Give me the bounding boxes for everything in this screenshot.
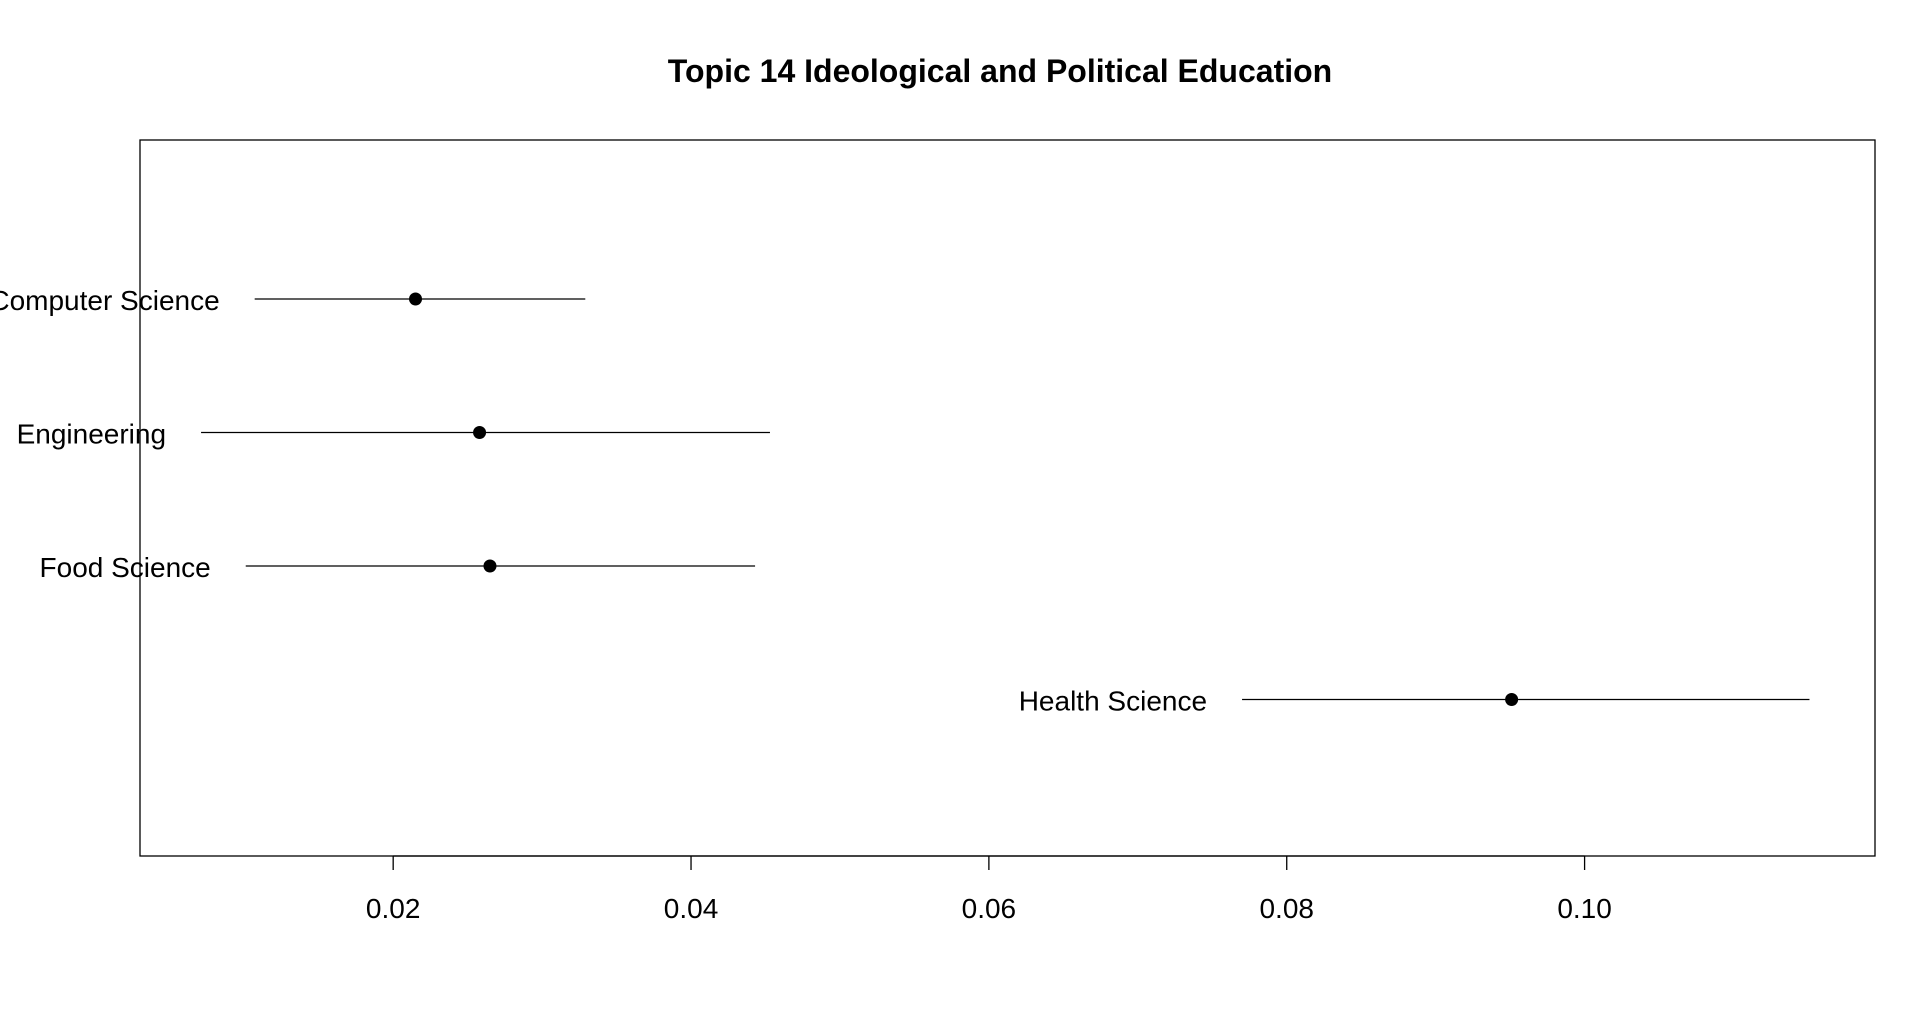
x-tick-label: 0.06: [962, 893, 1017, 924]
data-row: Engineering: [17, 419, 770, 450]
x-tick-label: 0.08: [1259, 893, 1314, 924]
x-tick-label: 0.02: [366, 893, 421, 924]
category-label: Engineering: [17, 419, 166, 450]
point-estimate-marker: [483, 559, 497, 573]
x-axis-ticks: 0.02 0.04 0.06 0.08 0.10: [366, 856, 1612, 924]
point-estimate-marker: [473, 426, 487, 439]
data-row: Food Science: [40, 552, 756, 583]
category-label: Computer Science: [0, 285, 220, 316]
x-tick-label: 0.04: [664, 893, 719, 924]
data-row: Health Science: [1019, 686, 1810, 717]
point-estimate-marker: [409, 292, 423, 306]
x-tick-label: 0.10: [1557, 893, 1612, 924]
chart-marks: Computer Science Engineering Food Science H…: [0, 285, 1810, 717]
category-label: Health Science: [1019, 686, 1207, 717]
category-label: Food Science: [40, 552, 211, 583]
data-row: Computer Science: [0, 285, 586, 316]
plot-frame: [139, 139, 1876, 857]
chart-title: Topic 14 Ideological and Political Educa…: [668, 53, 1332, 89]
point-estimate-marker: [1505, 693, 1519, 706]
